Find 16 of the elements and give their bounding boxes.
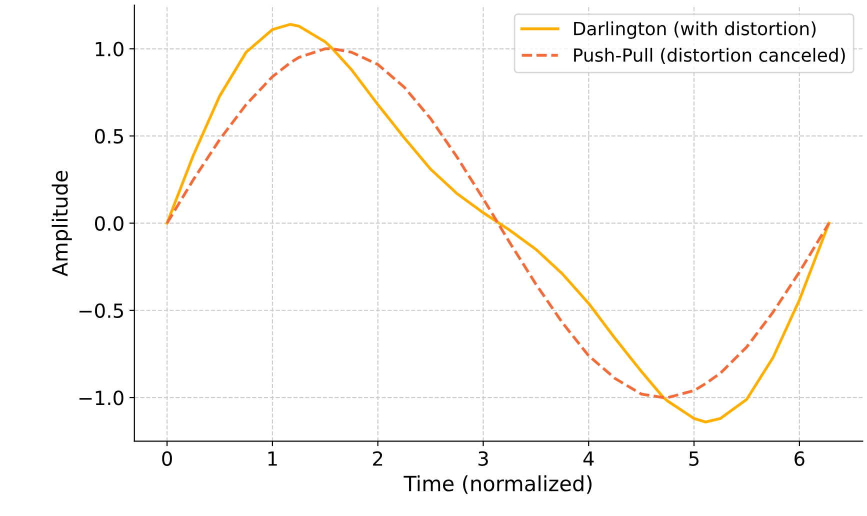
x-tick-label: 0 xyxy=(162,451,172,466)
x-tick-label: 5 xyxy=(689,452,699,466)
x-tick-label: 3 xyxy=(478,451,488,466)
y-tick-label: 1.0 xyxy=(96,42,124,56)
y-axis-title: Amplitude xyxy=(52,170,72,276)
legend-label: Push-Pull (distortion canceled) xyxy=(574,48,845,64)
y-tick-label: −0.5 xyxy=(80,303,123,318)
x-axis-title: Time (normalized) xyxy=(404,475,592,494)
y-tick-label: −1.0 xyxy=(80,390,124,406)
legend-label: Darlington (with distortion) xyxy=(574,21,816,39)
y-tick-label: 0.5 xyxy=(95,128,123,144)
x-tick-label: 4 xyxy=(583,452,594,466)
x-tick-label: 1 xyxy=(268,452,277,466)
x-tick-label: 2 xyxy=(373,451,382,466)
x-tick-label: 6 xyxy=(794,451,804,466)
y-tick-label: 0.0 xyxy=(95,216,124,231)
